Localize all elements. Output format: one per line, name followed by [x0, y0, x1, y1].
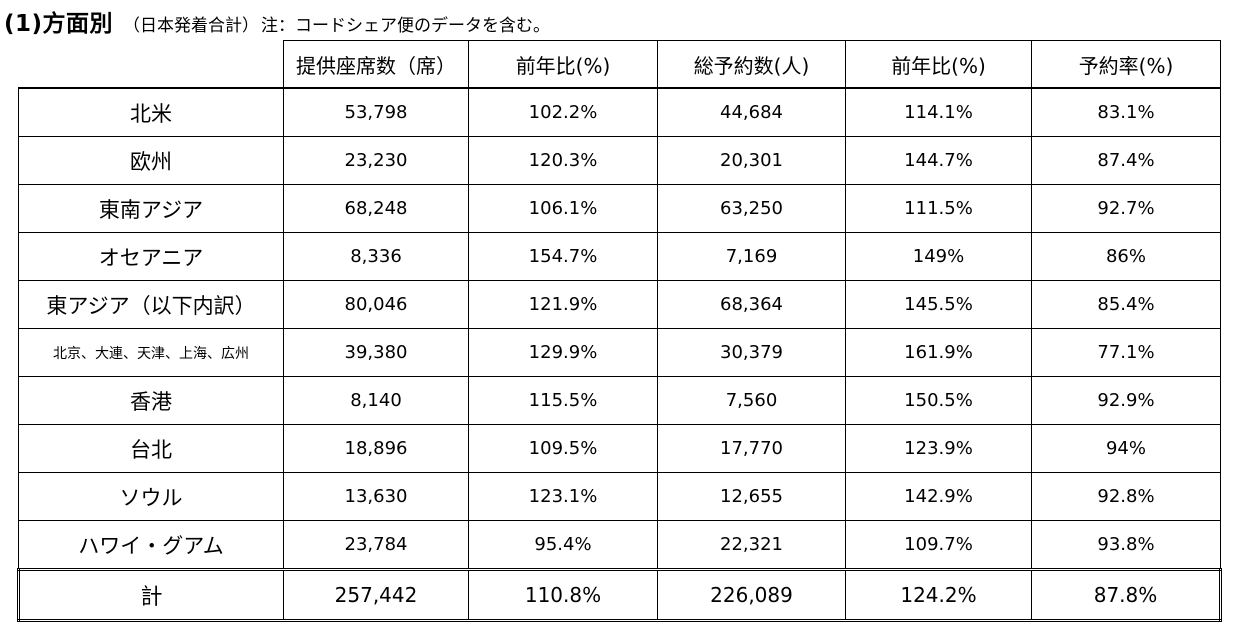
- booking-rate-cell: 85.4%: [1031, 280, 1221, 329]
- seats-yoy-cell: 109.5%: [468, 424, 658, 473]
- region-cell: 東南アジア: [18, 184, 284, 233]
- seats-yoy-cell: 120.3%: [468, 136, 658, 185]
- region-cell: オセアニア: [18, 232, 284, 281]
- table-row: 東南アジア 68,248 106.1% 63,250 111.5% 92.7%: [18, 184, 1221, 233]
- bookings-yoy-cell: 142.9%: [845, 472, 1032, 521]
- bookings-yoy-cell: 161.9%: [845, 328, 1032, 377]
- seats-cell: 53,798: [283, 87, 469, 137]
- booking-rate-cell: 92.9%: [1031, 376, 1221, 425]
- table-row: オセアニア 8,336 154.7% 7,169 149% 86%: [18, 232, 1221, 281]
- seats-cell: 13,630: [283, 472, 469, 521]
- section-subtitle: （日本発着合計）: [123, 16, 260, 36]
- header-bookings-yoy: 前年比(%): [845, 40, 1032, 89]
- bookings-cell: 226,089: [657, 568, 846, 622]
- bookings-yoy-cell: 149%: [845, 232, 1032, 281]
- section-title: (1)方面別: [4, 11, 114, 37]
- seats-cell: 18,896: [283, 424, 469, 473]
- header-booking-rate: 予約率(%): [1031, 40, 1221, 89]
- region-cell: 香港: [18, 376, 284, 425]
- seats-yoy-cell: 95.4%: [468, 520, 658, 570]
- seats-yoy-cell: 106.1%: [468, 184, 658, 233]
- bookings-yoy-cell: 144.7%: [845, 136, 1032, 185]
- table-row: 東アジア（以下内訳） 80,046 121.9% 68,364 145.5% 8…: [18, 280, 1221, 329]
- seats-yoy-cell: 129.9%: [468, 328, 658, 377]
- seats-yoy-cell: 154.7%: [468, 232, 658, 281]
- seats-cell: 257,442: [283, 568, 469, 622]
- region-stats-table: 提供座席数（席） 前年比(%) 総予約数(人) 前年比(%) 予約率(%) 北米…: [17, 40, 1222, 622]
- total-row: 計 257,442 110.8% 226,089 124.2% 87.8%: [17, 568, 1222, 622]
- table-row: 香港 8,140 115.5% 7,560 150.5% 92.9%: [18, 376, 1221, 425]
- table-row: 北米 53,798 102.2% 44,684 114.1% 83.1%: [18, 87, 1221, 137]
- region-cell: 台北: [18, 424, 284, 473]
- table-header-row: 提供座席数（席） 前年比(%) 総予約数(人) 前年比(%) 予約率(%): [18, 40, 1221, 89]
- seats-cell: 80,046: [283, 280, 469, 329]
- section-note: 注：コードシェア便のデータを含む。: [261, 16, 551, 36]
- header-seats: 提供座席数（席）: [283, 40, 469, 89]
- bookings-cell: 63,250: [657, 184, 846, 233]
- bookings-yoy-cell: 109.7%: [845, 520, 1032, 570]
- booking-rate-cell: 94%: [1031, 424, 1221, 473]
- booking-rate-cell: 83.1%: [1031, 87, 1221, 137]
- booking-rate-cell: 93.8%: [1031, 520, 1221, 570]
- region-cell: 東アジア（以下内訳）: [18, 280, 284, 329]
- bookings-yoy-cell: 124.2%: [845, 568, 1032, 622]
- bookings-yoy-cell: 123.9%: [845, 424, 1032, 473]
- region-cell: ハワイ・グアム: [18, 520, 284, 570]
- region-cell: 北米: [18, 87, 284, 137]
- seats-yoy-cell: 121.9%: [468, 280, 658, 329]
- bookings-cell: 20,301: [657, 136, 846, 185]
- table-row: ソウル 13,630 123.1% 12,655 142.9% 92.8%: [18, 472, 1221, 521]
- booking-rate-cell: 87.4%: [1031, 136, 1221, 185]
- booking-rate-cell: 77.1%: [1031, 328, 1221, 377]
- bookings-cell: 22,321: [657, 520, 846, 570]
- bookings-cell: 68,364: [657, 280, 846, 329]
- bookings-yoy-cell: 150.5%: [845, 376, 1032, 425]
- booking-rate-cell: 92.7%: [1031, 184, 1221, 233]
- bookings-cell: 12,655: [657, 472, 846, 521]
- bookings-cell: 30,379: [657, 328, 846, 377]
- bookings-yoy-cell: 111.5%: [845, 184, 1032, 233]
- seats-yoy-cell: 123.1%: [468, 472, 658, 521]
- seats-cell: 23,784: [283, 520, 469, 570]
- seats-yoy-cell: 110.8%: [468, 568, 658, 622]
- seats-cell: 8,336: [283, 232, 469, 281]
- table-row: 北京、大連、天津、上海、広州 39,380 129.9% 30,379 161.…: [18, 328, 1221, 377]
- bookings-cell: 7,560: [657, 376, 846, 425]
- region-cell: 北京、大連、天津、上海、広州: [18, 328, 284, 377]
- table-row: ハワイ・グアム 23,784 95.4% 22,321 109.7% 93.8%: [18, 520, 1221, 570]
- booking-rate-cell: 92.8%: [1031, 472, 1221, 521]
- seats-cell: 8,140: [283, 376, 469, 425]
- bookings-cell: 44,684: [657, 87, 846, 137]
- table-row: 台北 18,896 109.5% 17,770 123.9% 94%: [18, 424, 1221, 473]
- total-label-cell: 計: [17, 568, 284, 622]
- section-heading: (1)方面別 （日本発着合計） 注：コードシェア便のデータを含む。: [4, 4, 551, 37]
- header-bookings: 総予約数(人): [657, 40, 846, 89]
- bookings-cell: 17,770: [657, 424, 846, 473]
- header-corner: [18, 40, 284, 89]
- seats-cell: 23,230: [283, 136, 469, 185]
- bookings-yoy-cell: 114.1%: [845, 87, 1032, 137]
- region-cell: ソウル: [18, 472, 284, 521]
- booking-rate-cell: 86%: [1031, 232, 1221, 281]
- table-row: 欧州 23,230 120.3% 20,301 144.7% 87.4%: [18, 136, 1221, 185]
- seats-cell: 39,380: [283, 328, 469, 377]
- seats-yoy-cell: 115.5%: [468, 376, 658, 425]
- region-cell: 欧州: [18, 136, 284, 185]
- bookings-cell: 7,169: [657, 232, 846, 281]
- booking-rate-cell: 87.8%: [1031, 568, 1222, 622]
- seats-cell: 68,248: [283, 184, 469, 233]
- bookings-yoy-cell: 145.5%: [845, 280, 1032, 329]
- seats-yoy-cell: 102.2%: [468, 87, 658, 137]
- header-seats-yoy: 前年比(%): [468, 40, 658, 89]
